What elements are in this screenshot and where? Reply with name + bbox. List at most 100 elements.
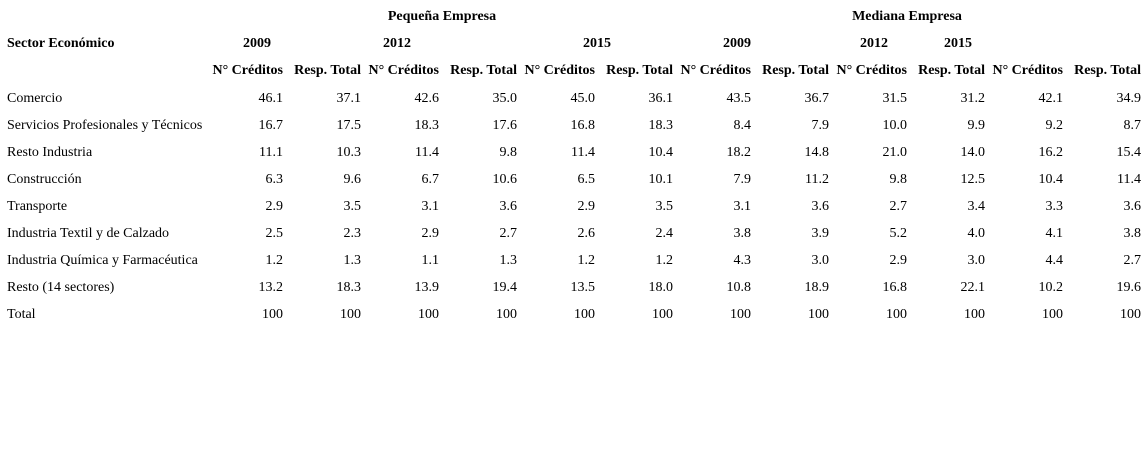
value-cell: 19.6 xyxy=(1116,280,1142,295)
value-cell: 2.9 xyxy=(265,199,284,214)
value-cell: 10.2 xyxy=(1038,280,1064,295)
value-cell: 1.2 xyxy=(265,253,284,268)
value-cell: 13.5 xyxy=(570,280,596,295)
value-cell: 9.8 xyxy=(889,172,908,187)
value-cell: 8.4 xyxy=(733,118,752,133)
value-cell: 18.3 xyxy=(648,118,674,133)
value-cell: 100 xyxy=(262,307,283,322)
value-cell: 6.5 xyxy=(577,172,596,187)
value-cell: 3.9 xyxy=(811,226,830,241)
col-subheader: Resp. Total xyxy=(762,63,829,78)
value-cell: 7.9 xyxy=(733,172,752,187)
row-label: Total xyxy=(7,307,36,322)
value-cell: 11.4 xyxy=(415,145,439,160)
value-cell: 9.6 xyxy=(343,172,362,187)
value-cell: 3.4 xyxy=(967,199,986,214)
col-subheader: N° Créditos xyxy=(992,63,1063,78)
value-cell: 2.9 xyxy=(421,226,440,241)
year-header-mediana-2009: 2009 xyxy=(723,36,751,51)
value-cell: 42.1 xyxy=(1038,91,1064,106)
value-cell: 100 xyxy=(730,307,751,322)
value-cell: 100 xyxy=(418,307,439,322)
value-cell: 3.1 xyxy=(733,199,752,214)
value-cell: 100 xyxy=(1042,307,1063,322)
col-subheader: N° Créditos xyxy=(212,63,283,78)
row-label: Resto Industria xyxy=(7,145,93,160)
value-cell: 3.0 xyxy=(811,253,830,268)
value-cell: 2.9 xyxy=(577,199,596,214)
row-label-header: Sector Económico xyxy=(7,36,115,51)
value-cell: 1.1 xyxy=(421,253,440,268)
value-cell: 18.3 xyxy=(336,280,362,295)
value-cell: 17.5 xyxy=(336,118,362,133)
value-cell: 100 xyxy=(652,307,673,322)
value-cell: 3.5 xyxy=(343,199,362,214)
value-cell: 13.9 xyxy=(414,280,440,295)
col-subheader: N° Créditos xyxy=(680,63,751,78)
value-cell: 6.7 xyxy=(421,172,440,187)
value-cell: 100 xyxy=(340,307,361,322)
value-cell: 36.7 xyxy=(804,91,830,106)
value-cell: 14.8 xyxy=(804,145,830,160)
value-cell: 31.5 xyxy=(882,91,908,106)
value-cell: 11.4 xyxy=(571,145,595,160)
col-subheader: Resp. Total xyxy=(918,63,985,78)
value-cell: 45.0 xyxy=(570,91,596,106)
col-subheader: Resp. Total xyxy=(294,63,361,78)
value-cell: 3.6 xyxy=(499,199,518,214)
col-subheader: N° Créditos xyxy=(836,63,907,78)
row-label: Servicios Profesionales y Técnicos xyxy=(7,118,203,133)
value-cell: 9.8 xyxy=(499,145,518,160)
row-label: Construcción xyxy=(7,172,82,187)
value-cell: 43.5 xyxy=(726,91,752,106)
value-cell: 1.2 xyxy=(577,253,596,268)
row-label: Resto (14 sectores) xyxy=(7,280,115,295)
value-cell: 18.2 xyxy=(726,145,752,160)
value-cell: 10.4 xyxy=(648,145,674,160)
value-cell: 4.4 xyxy=(1045,253,1064,268)
value-cell: 31.2 xyxy=(960,91,986,106)
year-header-pequena-2012: 2012 xyxy=(383,36,411,51)
year-header-mediana-2012: 2012 xyxy=(860,36,888,51)
value-cell: 11.4 xyxy=(1117,172,1141,187)
value-cell: 9.2 xyxy=(1045,118,1064,133)
year-header-mediana-2015: 2015 xyxy=(944,36,972,51)
value-cell: 3.3 xyxy=(1045,199,1064,214)
value-cell: 5.2 xyxy=(889,226,908,241)
value-cell: 11.1 xyxy=(259,145,283,160)
value-cell: 100 xyxy=(496,307,517,322)
value-cell: 2.9 xyxy=(889,253,908,268)
value-cell: 10.3 xyxy=(336,145,362,160)
value-cell: 19.4 xyxy=(492,280,518,295)
col-subheader: N° Créditos xyxy=(368,63,439,78)
value-cell: 16.8 xyxy=(570,118,596,133)
value-cell: 3.8 xyxy=(1123,226,1142,241)
value-cell: 1.2 xyxy=(655,253,674,268)
value-cell: 3.1 xyxy=(421,199,440,214)
value-cell: 2.7 xyxy=(1123,253,1142,268)
value-cell: 10.0 xyxy=(882,118,908,133)
value-cell: 3.8 xyxy=(733,226,752,241)
value-cell: 37.1 xyxy=(336,91,362,106)
value-cell: 10.6 xyxy=(492,172,518,187)
value-cell: 16.7 xyxy=(258,118,284,133)
value-cell: 42.6 xyxy=(414,91,440,106)
value-cell: 100 xyxy=(964,307,985,322)
value-cell: 2.3 xyxy=(343,226,362,241)
value-cell: 10.8 xyxy=(726,280,752,295)
value-cell: 12.5 xyxy=(960,172,986,187)
col-subheader: Resp. Total xyxy=(606,63,673,78)
value-cell: 100 xyxy=(1120,307,1141,322)
value-cell: 10.1 xyxy=(648,172,674,187)
value-cell: 2.5 xyxy=(265,226,284,241)
value-cell: 2.7 xyxy=(889,199,908,214)
group-header-pequena-empresa: Pequeña Empresa xyxy=(387,9,497,24)
value-cell: 35.0 xyxy=(492,91,518,106)
col-subheader: Resp. Total xyxy=(1074,63,1141,78)
value-cell: 100 xyxy=(886,307,907,322)
value-cell: 15.4 xyxy=(1116,145,1142,160)
value-cell: 18.0 xyxy=(648,280,674,295)
value-cell: 16.2 xyxy=(1038,145,1064,160)
value-cell: 18.3 xyxy=(414,118,440,133)
